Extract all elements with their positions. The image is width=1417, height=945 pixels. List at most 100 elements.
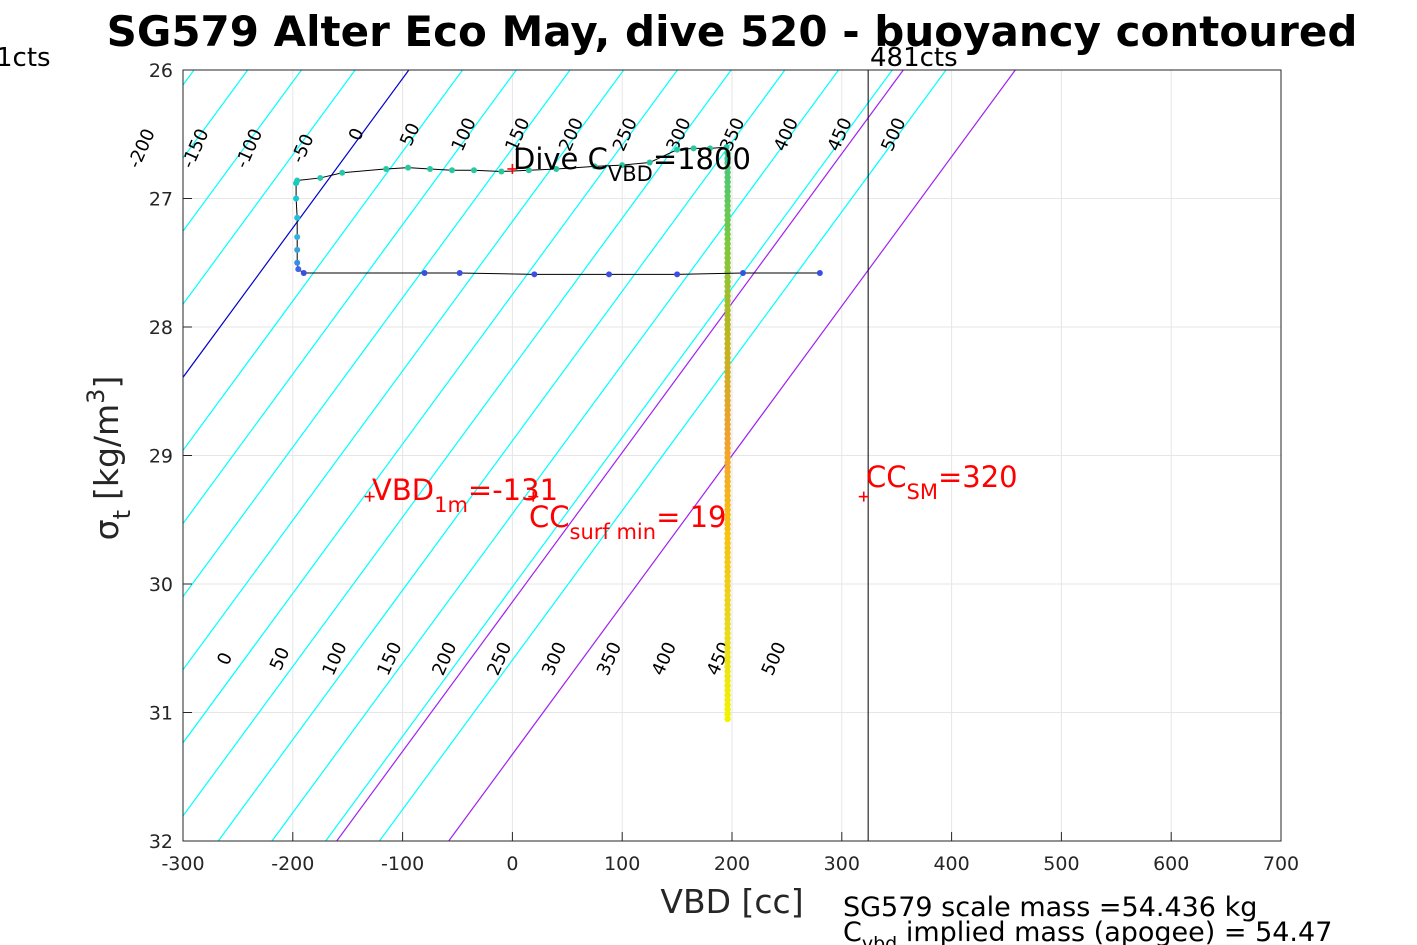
axis-ticks: -300 -200 -100 0 100 200 300 400 500 600 700 26 27 28…	[149, 60, 1299, 875]
profile-point	[724, 630, 731, 637]
profile-point	[724, 715, 731, 723]
profile-point	[724, 625, 731, 632]
profile-point	[724, 606, 731, 613]
dive-trace-point	[591, 163, 598, 170]
dive-trace-point	[470, 167, 477, 174]
cc-surf-min-main: CC	[529, 500, 570, 534]
dive-trace-point	[405, 164, 412, 171]
y-tick-label: 29	[149, 446, 173, 468]
chart-title: SG579 Alter Eco May, dive 520 - buoyancy…	[107, 7, 1358, 56]
buoyancy-contour	[183, 70, 464, 452]
profile-point	[724, 330, 731, 338]
dive-trace-point	[619, 162, 626, 169]
dive-trace	[293, 144, 823, 278]
profile-point	[724, 696, 731, 704]
profile-point	[724, 416, 731, 423]
profile-point	[724, 164, 731, 171]
profile-point	[724, 596, 731, 604]
profile-point	[724, 235, 731, 243]
profile-point	[724, 392, 731, 400]
profile-point	[724, 615, 731, 623]
profile-point	[724, 473, 731, 480]
dive-trace-point	[674, 271, 681, 278]
profile-point	[724, 197, 731, 205]
y-tick-label: 31	[149, 703, 173, 725]
y-axis-label-sub: t	[108, 510, 136, 519]
dive-trace-point	[294, 177, 301, 184]
dive-profile	[724, 150, 731, 723]
markers	[364, 163, 869, 502]
dive-trace-point	[724, 156, 731, 163]
profile-point	[724, 250, 731, 257]
vbd-1m-annotation: VBD1m=-131	[372, 473, 558, 517]
profile-point	[724, 349, 731, 357]
dive-trace-point	[553, 165, 560, 172]
profile-point	[724, 577, 731, 585]
dive-trace-point	[421, 270, 428, 277]
buoyancy-contour	[378, 70, 947, 841]
profile-point	[724, 221, 731, 228]
profile-point	[724, 563, 731, 571]
profile-point	[724, 326, 731, 333]
profile-point	[724, 183, 731, 190]
profile-point	[724, 345, 731, 352]
x-tick-label: -200	[271, 853, 314, 875]
x-tick-label: 200	[714, 853, 750, 875]
profile-point	[724, 449, 731, 457]
profile-point	[724, 425, 731, 433]
y-axis-label-sup: 3	[82, 389, 110, 404]
profile-point	[724, 682, 731, 689]
dive-trace-point	[646, 159, 653, 166]
profile-point	[724, 373, 731, 381]
profile-point	[724, 321, 731, 328]
x-tick-label: 300	[824, 853, 860, 875]
profile-point	[724, 644, 731, 651]
profile-point	[724, 273, 731, 281]
buoyancy-contour	[183, 70, 732, 817]
cc-sm-main: CC	[866, 460, 907, 494]
profile-point	[724, 706, 731, 713]
vbd-1m-sub: 1m	[434, 493, 468, 517]
top-contour-label: -200	[124, 126, 160, 172]
profile-point	[724, 383, 731, 390]
dive-trace-point	[606, 271, 613, 278]
x-tick-label: 0	[506, 853, 518, 875]
profile-point	[724, 378, 731, 385]
y-tick-label: 28	[149, 317, 173, 339]
dive-cvbd-annotation: Dive CVBD=1800	[513, 142, 751, 186]
profile-point	[724, 478, 731, 485]
buoyancy-contour	[183, 70, 410, 379]
profile-point	[724, 501, 731, 509]
x-tick-label: 700	[1263, 853, 1299, 875]
profile-point	[724, 663, 731, 670]
y-axis-label-close: ]	[87, 376, 126, 389]
profile-point	[724, 269, 731, 276]
profile-point	[724, 482, 731, 490]
profile-point	[724, 516, 731, 523]
profile-point	[724, 710, 731, 718]
profile-point	[724, 169, 731, 176]
profile-point	[724, 573, 731, 580]
dive-trace-point	[427, 165, 434, 172]
profile-point	[724, 558, 731, 566]
x-axis-label: VBD [cc]	[660, 882, 803, 921]
buoyancy-contour	[183, 70, 678, 744]
x-tick-label: -100	[381, 853, 424, 875]
buoyancy-contour	[325, 70, 893, 841]
profile-point	[724, 506, 731, 514]
dive-trace-point	[690, 145, 697, 152]
profile-point	[724, 245, 731, 252]
cc-surf-min-annotation: CCsurf min= 19	[529, 500, 726, 544]
profile-point	[724, 297, 731, 305]
top-right-counts-label: 481cts	[870, 43, 958, 73]
dive-trace-point	[317, 174, 324, 181]
profile-point	[724, 178, 731, 186]
cc-sm-annotation: CCSM=320	[866, 460, 1018, 504]
buoyancy-contour	[183, 70, 302, 233]
profile-point	[724, 487, 731, 495]
profile-point	[724, 226, 731, 233]
dive-trace-point	[456, 270, 463, 277]
buoyancy-contour	[183, 70, 356, 306]
profile-point	[724, 207, 731, 214]
x-tick-label: -300	[161, 853, 204, 875]
